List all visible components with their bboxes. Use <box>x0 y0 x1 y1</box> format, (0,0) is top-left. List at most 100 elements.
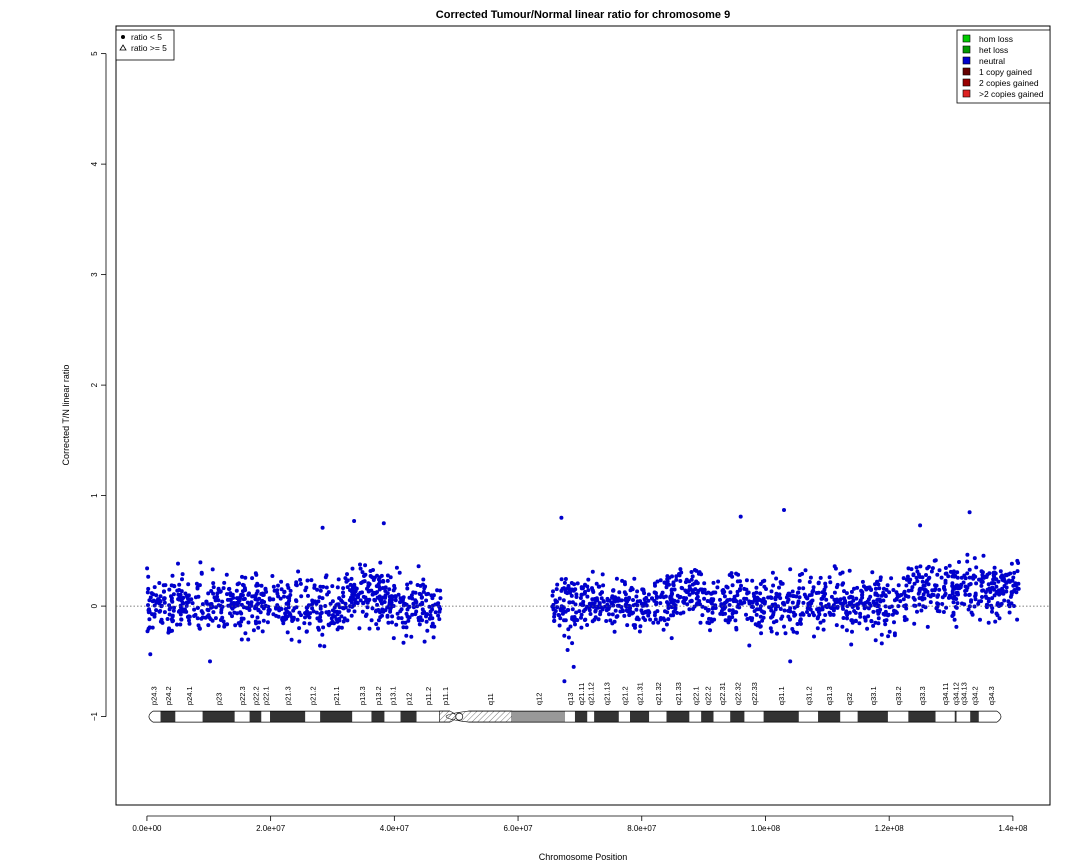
data-point <box>408 580 413 585</box>
x-tick-label: 8.0e+07 <box>627 824 657 833</box>
data-point <box>722 594 727 599</box>
data-point <box>318 643 322 648</box>
x-tick-label: 6.0e+07 <box>503 824 533 833</box>
data-point <box>631 598 635 602</box>
data-point <box>989 581 994 586</box>
data-point <box>373 598 377 603</box>
data-point <box>768 626 773 631</box>
data-point <box>873 620 878 625</box>
data-point <box>886 612 891 617</box>
data-point <box>240 593 245 598</box>
x-tick-label: 1.2e+08 <box>875 824 905 833</box>
data-point <box>222 622 227 627</box>
data-point <box>552 614 557 619</box>
data-point <box>750 578 755 583</box>
data-point <box>176 592 181 597</box>
data-point <box>993 619 998 624</box>
data-point <box>406 615 411 619</box>
data-point <box>401 640 406 645</box>
data-point <box>797 578 802 583</box>
data-point <box>773 602 778 607</box>
data-point <box>954 605 959 610</box>
data-point <box>330 620 335 625</box>
band-label: p24.2 <box>164 686 173 705</box>
data-point <box>158 619 163 624</box>
data-point <box>816 590 821 595</box>
data-point <box>876 611 881 616</box>
data-point <box>194 581 199 586</box>
data-point <box>579 625 584 630</box>
data-point <box>697 599 702 603</box>
data-point <box>918 564 923 569</box>
data-point <box>206 613 211 618</box>
data-point <box>610 594 615 599</box>
data-point <box>876 621 881 626</box>
data-point <box>950 614 955 618</box>
data-point <box>920 579 925 584</box>
legend-swatch <box>962 45 971 54</box>
chromosome-band-q21-31 <box>630 711 650 723</box>
data-point <box>648 617 653 622</box>
data-point <box>391 636 396 641</box>
data-point <box>984 595 989 600</box>
data-point <box>761 596 766 601</box>
band-label: p13.2 <box>374 686 383 705</box>
data-point <box>614 614 619 619</box>
data-point <box>821 627 826 632</box>
data-point <box>358 562 362 567</box>
data-point <box>395 611 400 616</box>
data-point <box>574 592 579 597</box>
data-point <box>227 586 232 591</box>
data-point <box>790 594 795 598</box>
data-point <box>925 624 930 629</box>
data-point <box>758 624 763 629</box>
data-point <box>360 590 364 595</box>
data-point <box>901 576 906 581</box>
data-point <box>608 618 613 623</box>
data-point <box>612 629 617 634</box>
legend-label: 2 copies gained <box>979 78 1039 88</box>
data-point <box>783 631 788 636</box>
chromosome-band-q32 <box>840 711 858 723</box>
data-point <box>659 592 664 597</box>
data-point <box>883 622 888 627</box>
data-point <box>816 581 821 586</box>
band-label: p13.1 <box>388 686 397 705</box>
data-point <box>954 624 959 629</box>
data-point <box>152 585 157 590</box>
data-point <box>571 588 576 593</box>
chromosome-band-p24-2 <box>160 711 176 723</box>
data-point <box>910 585 915 590</box>
chromosome-band-q31-1 <box>763 711 799 723</box>
chromosome-band-q12 <box>511 711 566 723</box>
band-label: q22.31 <box>718 682 727 705</box>
data-point <box>891 588 896 592</box>
data-point <box>669 588 674 593</box>
data-point <box>206 591 211 596</box>
data-point <box>184 600 189 605</box>
data-point <box>592 601 597 605</box>
data-point <box>987 571 992 576</box>
data-point <box>1007 610 1012 615</box>
data-point <box>581 599 586 604</box>
data-point <box>297 626 302 631</box>
data-point <box>957 560 961 564</box>
chromosome-band-q13 <box>565 711 575 723</box>
data-point <box>728 590 733 595</box>
data-point <box>828 612 833 616</box>
data-point <box>632 576 637 581</box>
data-point <box>860 595 865 600</box>
data-point <box>671 609 676 614</box>
outlier-point <box>562 679 567 684</box>
data-point <box>840 604 845 609</box>
data-point <box>795 630 799 635</box>
data-point <box>590 619 595 624</box>
data-point <box>425 612 430 617</box>
data-point <box>773 607 778 612</box>
chromosome-band-q22-32 <box>730 711 745 723</box>
band-label: q13 <box>566 693 575 706</box>
data-point <box>387 598 392 602</box>
data-point <box>594 581 599 586</box>
data-point <box>387 601 392 606</box>
data-point <box>970 575 975 580</box>
